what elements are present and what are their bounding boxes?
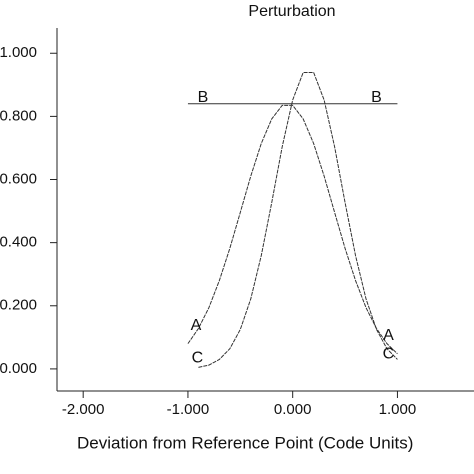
series-label: C	[192, 350, 204, 367]
series-line	[198, 72, 398, 368]
chart-title: Perturbation	[248, 3, 335, 20]
x-axis-label: Deviation from Reference Point (Code Uni…	[77, 433, 413, 452]
y-tick-label: 1.000	[0, 44, 37, 61]
series-label: A	[383, 327, 394, 344]
series-label: B	[371, 89, 382, 106]
series-label: A	[191, 317, 202, 334]
y-tick-label: 0.000	[0, 360, 37, 377]
y-tick-label: 0.800	[0, 107, 37, 124]
y-tick-label: 0.400	[0, 234, 37, 251]
x-tick-label: 1.000	[379, 401, 417, 418]
series-label: B	[198, 89, 209, 106]
y-tick-label: 0.200	[0, 297, 37, 314]
x-tick-label: -2.000	[62, 401, 105, 418]
series-label: C	[383, 346, 395, 363]
y-tick-label: 0.600	[0, 170, 37, 187]
x-tick-label: 0.000	[274, 401, 312, 418]
x-tick-label: -1.000	[167, 401, 210, 418]
series-line	[187, 104, 398, 355]
